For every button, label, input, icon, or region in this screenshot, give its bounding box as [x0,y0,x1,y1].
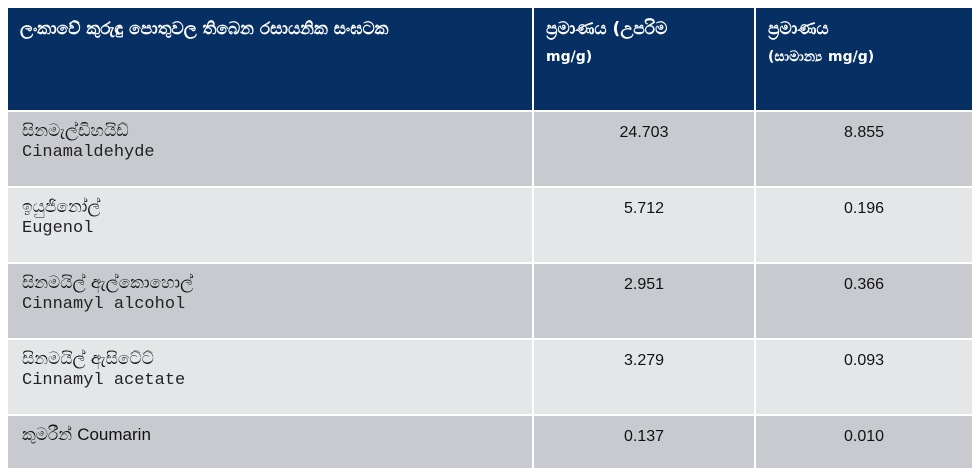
compound-cell: සිනමැල්ඩිහයිඩ් Cinamaldehyde [6,110,534,188]
avg-value-cell: 0.196 [754,186,974,264]
table-row: ඉයුජිනෝල් Eugenol 5.712 0.196 [6,186,974,264]
compound-cell: සිනමයිල් ඇල්කොහොල් Cinnamyl alcohol [6,262,534,340]
compound-name-english: Cinnamyl alcohol [22,295,186,314]
compounds-table: ලංකාවේ කුරුඳු පොතුවල තිබෙන රසායනික සංඝටක… [6,6,974,470]
table-row: කුමරීන් Coumarin 0.137 0.010 [6,414,974,470]
header-compound-label: ලංකාවේ කුරුඳු පොතුවල තිබෙන රසායනික සංඝටක [20,19,389,39]
header-avg-label: ප්‍රමාණය [768,19,829,39]
avg-value-cell: 8.855 [754,110,974,188]
header-avg-amount: ප්‍රමාණය (සාමාන්‍ය mg/g) [754,6,974,112]
table-row: සිනමයිල් ඇසිටේට් Cinnamyl acetate 3.279 … [6,338,974,416]
header-avg-unit-prefix: (සාමාන්‍ය [768,49,823,65]
compound-cell: සිනමයිල් ඇසිටේට් Cinnamyl acetate [6,338,534,416]
compound-name-english: Cinamaldehyde [22,143,155,162]
max-value-cell: 2.951 [532,262,756,340]
table-header-row: ලංකාවේ කුරුඳු පොතුවල තිබෙන රසායනික සංඝටක… [6,6,974,112]
avg-value-cell: 0.093 [754,338,974,416]
compound-name-sinhala: කුමරීන් [22,425,73,445]
compound-cell: ඉයුජිනෝල් Eugenol [6,186,534,264]
max-value-cell: 24.703 [532,110,756,188]
compound-name-sinhala: සිනමයිල් ඇසිටේට් [22,349,154,369]
header-max-unit: mg/g) [546,49,593,65]
avg-value-cell: 0.010 [754,414,974,470]
compound-name-sinhala: සිනමයිල් ඇල්කොහොල් [22,273,194,293]
compound-name-english: Coumarin [77,425,151,444]
compound-name-english: Eugenol [22,219,94,238]
header-max-label: ප්‍රමාණය (උපරිම [546,19,668,39]
compound-name-sinhala: සිනමැල්ඩිහයිඩ් [22,121,129,141]
compounds-table-container: ලංකාවේ කුරුඳු පොතුවල තිබෙන රසායනික සංඝටක… [6,6,974,470]
header-compound: ලංකාවේ කුරුඳු පොතුවල තිබෙන රසායනික සංඝටක [6,6,534,112]
max-value-cell: 5.712 [532,186,756,264]
header-avg-unit: mg/g) [828,49,875,65]
max-value-cell: 3.279 [532,338,756,416]
max-value-cell: 0.137 [532,414,756,470]
table-row: සිනමයිල් ඇල්කොහොල් Cinnamyl alcohol 2.95… [6,262,974,340]
header-max-amount: ප්‍රමාණය (උපරිම mg/g) [532,6,756,112]
compound-name-sinhala: ඉයුජිනෝල් [22,197,101,217]
table-row: සිනමැල්ඩිහයිඩ් Cinamaldehyde 24.703 8.85… [6,110,974,188]
compound-name-english: Cinnamyl acetate [22,371,186,390]
compound-cell: කුමරීන් Coumarin [6,414,534,470]
avg-value-cell: 0.366 [754,262,974,340]
